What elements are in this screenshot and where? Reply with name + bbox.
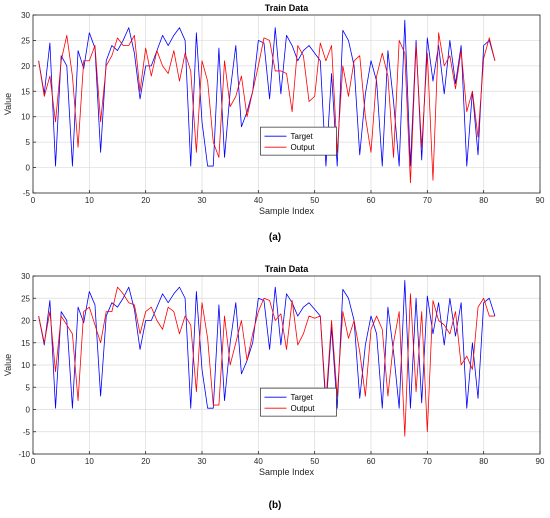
x-tick-label: 70: [423, 196, 432, 205]
y-tick-label: -5: [23, 428, 31, 437]
figure-caption: (b): [269, 500, 282, 511]
legend: Target Output: [260, 387, 337, 417]
legend-label-target: Target: [291, 132, 314, 141]
x-tick-label: 0: [31, 196, 36, 205]
x-tick-label: 10: [85, 457, 94, 466]
legend-box: [260, 387, 337, 417]
y-tick-label: 25: [21, 294, 30, 303]
x-tick-label: 20: [141, 196, 150, 205]
x-tick-label: 90: [536, 196, 545, 205]
x-tick-label: 50: [310, 457, 319, 466]
y-tick-label: 5: [26, 138, 31, 147]
x-tick-label: 80: [479, 457, 488, 466]
y-tick-label: 0: [26, 164, 31, 173]
legend-label-output: Output: [291, 143, 316, 152]
x-tick-label: 50: [310, 196, 319, 205]
figure-caption: (a): [269, 232, 281, 243]
axes-box: [32, 14, 541, 194]
y-tick-label: 10: [21, 113, 30, 122]
chart-panel-2: 0 10 20 30 40 50 60 70 80 90 -10 -5 0 5 10 15 20 25 30 Trai…: [3, 264, 545, 511]
y-tick-label: -10: [18, 450, 30, 459]
y-tick-label: 0: [26, 406, 31, 415]
x-tick-label: 70: [423, 457, 432, 466]
y-tick-label: 15: [21, 87, 30, 96]
x-tick-label: 40: [254, 457, 263, 466]
x-tick-label: 40: [254, 196, 263, 205]
series-line-output: [38, 32, 496, 184]
y-tick-label: 30: [21, 11, 30, 20]
x-tick-label: 30: [198, 457, 207, 466]
chart-title: Train Data: [265, 3, 310, 13]
x-axis-label: Sample Index: [259, 467, 315, 477]
y-axis-label: Value: [3, 354, 13, 376]
y-tick-label: 15: [21, 339, 30, 348]
x-axis-label: Sample Index: [259, 206, 315, 216]
legend-label-output: Output: [291, 404, 316, 413]
legend: Target Output: [260, 126, 337, 156]
y-tick-label: 25: [21, 36, 30, 45]
x-tick-label: 30: [198, 196, 207, 205]
y-tick-label: -5: [23, 189, 31, 198]
y-tick-label: 10: [21, 361, 30, 370]
y-axis-label: Value: [3, 93, 13, 115]
x-tick-label: 80: [479, 196, 488, 205]
x-tick-label: 20: [141, 457, 150, 466]
y-tick-label: 30: [21, 272, 30, 281]
x-tick-label: 0: [31, 457, 36, 466]
x-tick-label: 60: [367, 457, 376, 466]
legend-label-target: Target: [291, 393, 314, 402]
series-line-output: [38, 286, 495, 437]
y-tick-label: 20: [21, 62, 30, 71]
legend-box: [260, 126, 337, 156]
plot-area: [33, 15, 540, 193]
x-tick-label: 60: [367, 196, 376, 205]
chart-title: Train Data: [265, 264, 310, 274]
y-tick-label: 5: [26, 383, 31, 392]
x-tick-label: 10: [85, 196, 94, 205]
y-tick-label: 20: [21, 317, 30, 326]
x-tick-label: 90: [536, 457, 545, 466]
